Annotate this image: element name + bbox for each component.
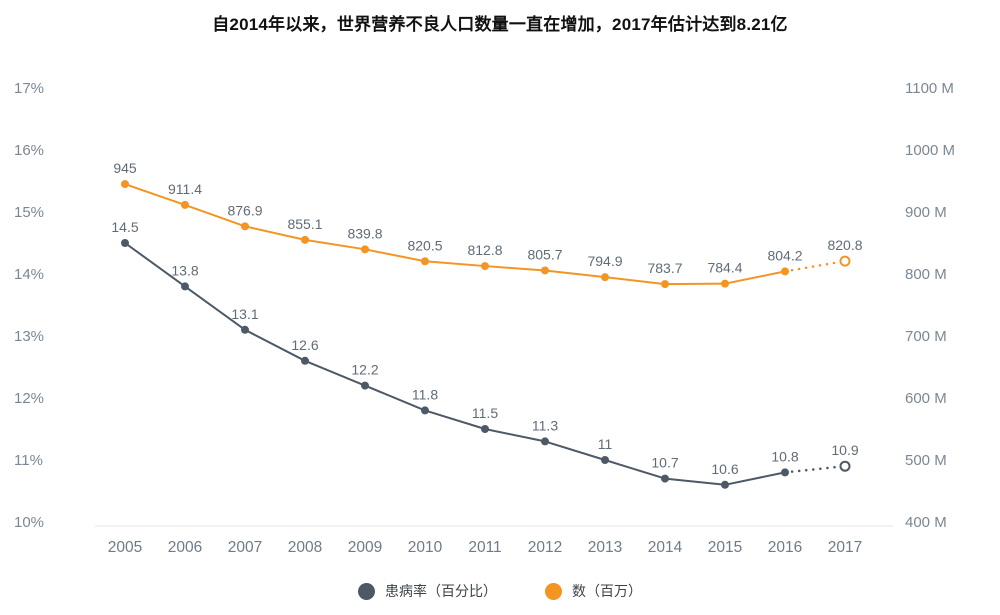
count-data-label: 876.9 [227,202,262,218]
right-axis-tick: 800 M [905,266,947,283]
count-data-label: 911.4 [168,181,202,197]
count-data-point [781,267,789,276]
prevalence-data-label: 13.8 [171,262,198,278]
count-data-point [541,266,549,275]
right-axis-tick: 1000 M [905,142,955,159]
prevalence-data-point [421,406,429,415]
prevalence-data-label: 12.2 [351,362,378,378]
prevalence-data-label: 11.5 [472,405,498,421]
count-data-label: 804.2 [767,247,802,263]
count-data-label: 820.8 [827,237,862,253]
prevalence-data-label: 10.7 [651,455,678,471]
count-data-label: 855.1 [287,216,322,232]
prevalence-data-point [121,239,129,247]
count-data-label: 839.8 [347,225,382,241]
x-axis-label: 2009 [348,539,382,556]
count-data-point [601,273,609,282]
count-data-label: 820.5 [407,237,442,253]
prevalence-data-label: 10.8 [771,448,798,464]
right-axis-tick: 900 M [905,204,947,221]
count-data-point [181,200,189,209]
count-data-point [481,262,489,271]
left-axis-tick: 13% [14,328,44,345]
count-data-point [721,279,729,288]
prevalence-data-label: 11 [598,436,613,452]
x-axis-label: 2015 [708,539,742,556]
prevalence-data-point [181,282,189,291]
right-axis-tick: 500 M [905,452,947,469]
legend-label-count: 数（百万） [572,583,642,599]
prevalence-data-point [721,480,729,489]
count-data-point [421,257,429,266]
left-axis-tick: 14% [14,266,44,283]
prevalence-estimated-segment [783,464,847,474]
right-axis-tick: 600 M [905,390,947,407]
left-axis-tick: 16% [14,142,44,159]
count-data-label: 945 [113,160,137,176]
left-axis-tick: 15% [14,204,44,221]
prevalence-data-point [601,456,609,464]
count-data-point [241,222,249,231]
prevalence-data-label: 11.3 [532,417,558,433]
count-data-label: 784.4 [707,260,742,276]
x-axis-label: 2017 [828,539,862,556]
prevalence-data-label: 10.6 [711,461,738,477]
prevalence-data-point [541,437,549,446]
prevalence-data-label: 14.5 [111,219,138,235]
right-axis-tick: 700 M [905,328,947,345]
x-axis-label: 2006 [168,539,202,556]
x-axis-label: 2008 [288,539,322,556]
count-data-point [121,180,129,189]
prevalence-data-point [301,356,309,365]
prevalence-data-point [361,381,369,390]
x-axis-label: 2012 [528,539,562,556]
prevalence-data-point [839,460,851,472]
count-data-point [661,280,669,289]
x-axis-label: 2014 [648,539,683,556]
x-axis-label: 2010 [408,539,443,556]
legend: 患病率（百分比） 数（百万） [0,581,1000,601]
prevalence-line [124,242,786,486]
legend-marker-prevalence-icon [358,582,375,600]
prevalence-data-point [241,325,249,334]
legend-label-prevalence: 患病率（百分比） [385,583,497,599]
count-data-label: 812.8 [467,242,502,258]
count-data-point [361,245,369,254]
prevalence-data-point [481,425,489,433]
left-axis-tick: 11% [14,452,43,469]
x-axis-label: 2016 [768,539,802,556]
x-axis-label: 2005 [108,539,142,556]
prevalence-data-label: 11.8 [412,386,438,402]
x-axis-label: 2011 [468,539,501,556]
legend-item-prevalence[interactable]: 患病率（百分比） [358,581,497,601]
count-data-label: 794.9 [587,253,622,269]
prevalence-data-point [781,468,789,477]
prevalence-data-point [661,474,669,483]
prevalence-data-label: 10.9 [831,442,858,458]
legend-marker-count-icon [545,582,562,600]
left-axis-tick: 12% [14,390,44,407]
right-axis-tick: 1100 M [905,80,954,97]
left-axis-tick: 17% [14,80,44,97]
x-axis-label: 2007 [228,539,262,556]
count-estimated-segment [783,259,847,273]
count-data-point [301,235,309,244]
prevalence-data-label: 12.6 [291,337,318,353]
left-axis-tick: 10% [14,514,44,531]
legend-item-count[interactable]: 数（百万） [545,581,642,601]
count-data-label: 783.7 [647,260,682,276]
right-axis-tick: 400 M [905,514,947,531]
prevalence-data-label: 13.1 [231,306,258,322]
count-data-label: 805.7 [527,246,562,262]
count-data-point [839,255,851,267]
count-line [124,183,786,286]
chart-title: 自2014年以来，世界营养不良人口数量一直在增加，2017年估计达到8.21亿 [212,15,788,34]
x-axis-label: 2013 [588,539,622,556]
